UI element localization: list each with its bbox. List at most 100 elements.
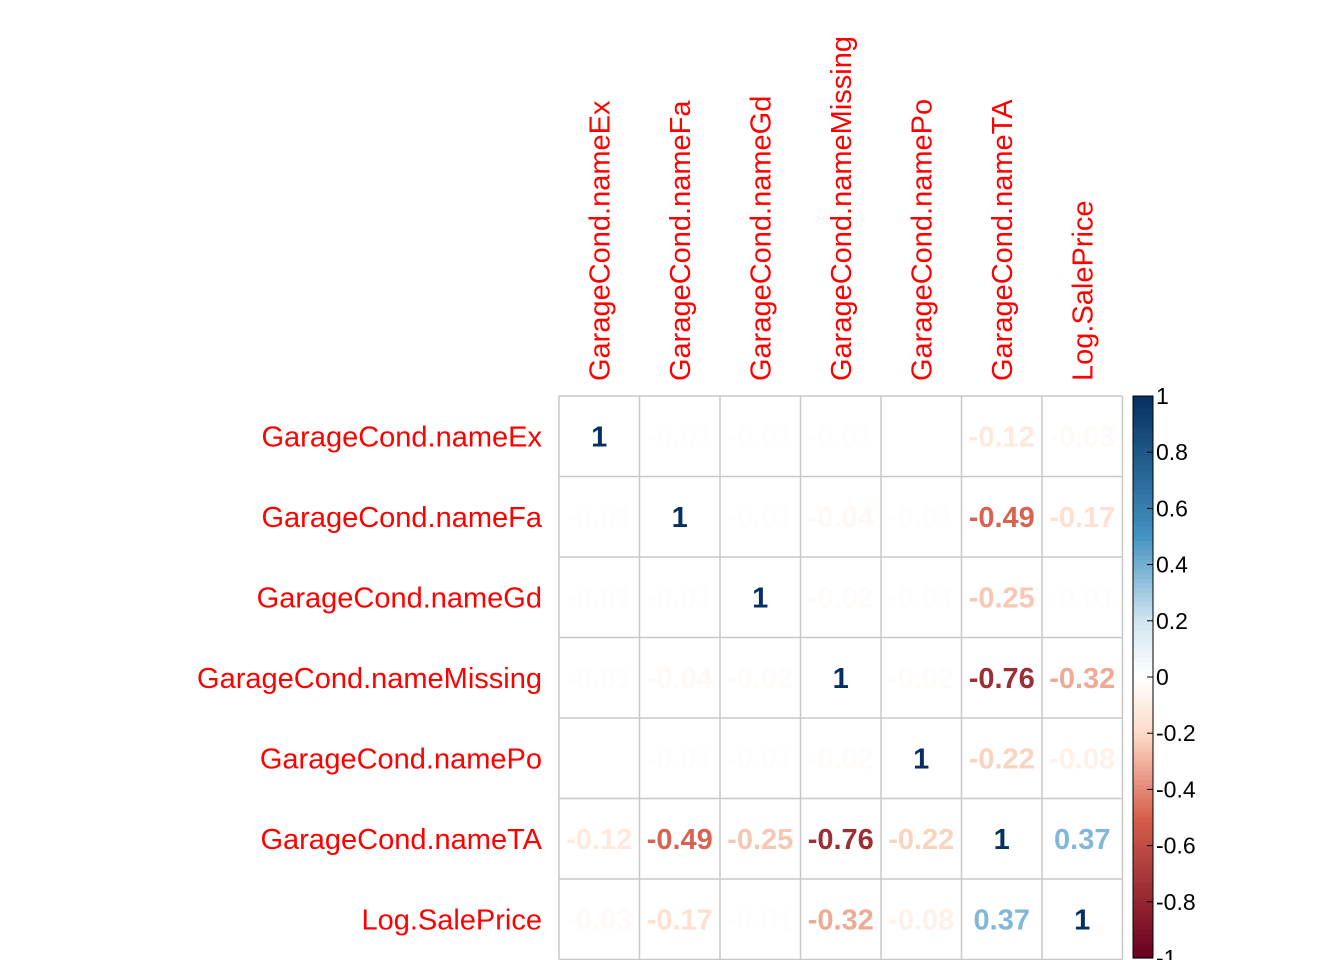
cell-value-6-5: 0.37 [974,904,1030,936]
legend-tick-label: -0.6 [1156,833,1196,859]
legend-swatch [1133,662,1153,669]
legend-swatch [1133,606,1153,613]
legend-swatch [1133,597,1153,603]
row-label: Log.SalePrice [361,904,542,936]
cell-value-3-6: -0.32 [1049,663,1115,695]
cell-value-6-4: -0.08 [888,904,954,936]
legend-swatch [1133,709,1153,716]
legend-swatch [1133,508,1153,514]
legend-swatch [1133,410,1153,416]
legend-swatch [1133,531,1153,538]
cell-value-5-0: -0.12 [566,824,632,856]
legend-swatch [1133,438,1153,444]
cell-value-2-6: -0.01 [1049,582,1115,614]
legend-swatch [1133,667,1153,673]
legend-tick-label: -0.2 [1156,720,1196,746]
cell-value-6-3: -0.32 [808,904,874,936]
cell-value-6-0: -0.03 [566,904,632,936]
legend-swatch [1133,873,1153,879]
cell-value-4-6: -0.08 [1049,743,1115,775]
legend-swatch [1133,447,1153,453]
legend-swatch [1133,658,1153,664]
column-label: GarageCond.nameFa [665,100,697,381]
legend-swatch [1133,545,1153,552]
legend-tick-label: 0.6 [1156,495,1188,521]
legend-swatch [1133,400,1153,406]
legend-swatch [1133,747,1153,753]
legend-swatch [1133,639,1153,645]
legend-tick-label: -0.4 [1156,776,1196,802]
column-label: GarageCond.nameMissing [826,36,858,381]
legend-swatch [1133,634,1153,641]
legend-swatch [1133,517,1153,524]
legend-swatch [1133,452,1153,458]
cell-value-6-6: 1 [1074,904,1090,936]
legend-swatch [1133,906,1153,912]
cell-value-3-1: -0.04 [647,663,713,695]
row-label: GarageCond.nameGd [257,582,542,614]
legend-swatch [1133,583,1153,589]
grid-lines [558,395,1124,960]
legend-swatch [1133,859,1153,865]
cell-value-4-1: -0.01 [647,743,713,775]
cell-value-2-2: 1 [752,582,768,614]
legend-swatch [1133,630,1153,636]
grid-background [559,396,1123,960]
legend-swatch [1133,948,1153,954]
legend-swatch [1133,765,1153,772]
legend-swatch [1133,489,1153,495]
legend-swatch [1133,396,1153,402]
column-label: GarageCond.namePo [906,99,938,381]
cell-value-1-4: -0.01 [888,502,954,534]
cell-value-0-0: 1 [591,421,607,453]
cell-value-5-5: 1 [994,824,1010,856]
legend-tick-label: 0.4 [1156,552,1188,578]
legend-swatch [1133,569,1153,575]
legend-swatch [1133,794,1153,800]
legend-swatch [1133,854,1153,861]
legend-swatch [1133,466,1153,472]
cell-value-4-2: -0.01 [727,743,793,775]
legend-swatch [1133,719,1153,725]
cell-value-4-0: 0 [591,743,607,775]
row-label: GarageCond.nameEx [262,421,543,453]
legend-swatch [1133,592,1153,598]
legend-swatch [1133,653,1153,659]
legend-swatch [1133,503,1153,509]
column-label: GarageCond.nameGd [745,96,777,381]
legend-swatch [1133,616,1153,622]
legend-swatch [1133,573,1153,580]
legend-swatch [1133,714,1153,720]
legend-swatch [1133,775,1153,781]
legend-swatch [1133,836,1153,842]
legend-swatch [1133,700,1153,706]
cell-value-2-1: -0.01 [647,582,713,614]
legend-swatch [1133,770,1153,776]
legend-swatch [1133,897,1153,903]
legend-swatch [1133,470,1153,477]
legend-swatch [1133,728,1153,734]
legend-swatch [1133,620,1153,627]
cell-value-1-5: -0.49 [969,502,1035,534]
legend-swatch [1133,850,1153,856]
legend-swatch [1133,559,1153,566]
cell-value-3-3: 1 [833,663,849,695]
legend-swatch [1133,695,1153,702]
legend-swatch [1133,648,1153,655]
legend-swatch [1133,677,1153,683]
legend-swatch [1133,943,1153,950]
cell-value-0-2: -0.01 [727,421,793,453]
legend-swatch [1133,522,1153,528]
cell-value-3-0: -0.01 [566,663,632,695]
cell-value-5-6: 0.37 [1054,824,1110,856]
legend-swatch [1133,756,1153,762]
legend-swatch [1133,414,1153,421]
legend-swatch [1133,826,1153,833]
cell-value-5-3: -0.76 [808,824,874,856]
legend-swatch [1133,761,1153,767]
legend-swatch [1133,686,1153,692]
row-label: GarageCond.nameFa [262,502,543,534]
legend-swatch [1133,869,1153,875]
